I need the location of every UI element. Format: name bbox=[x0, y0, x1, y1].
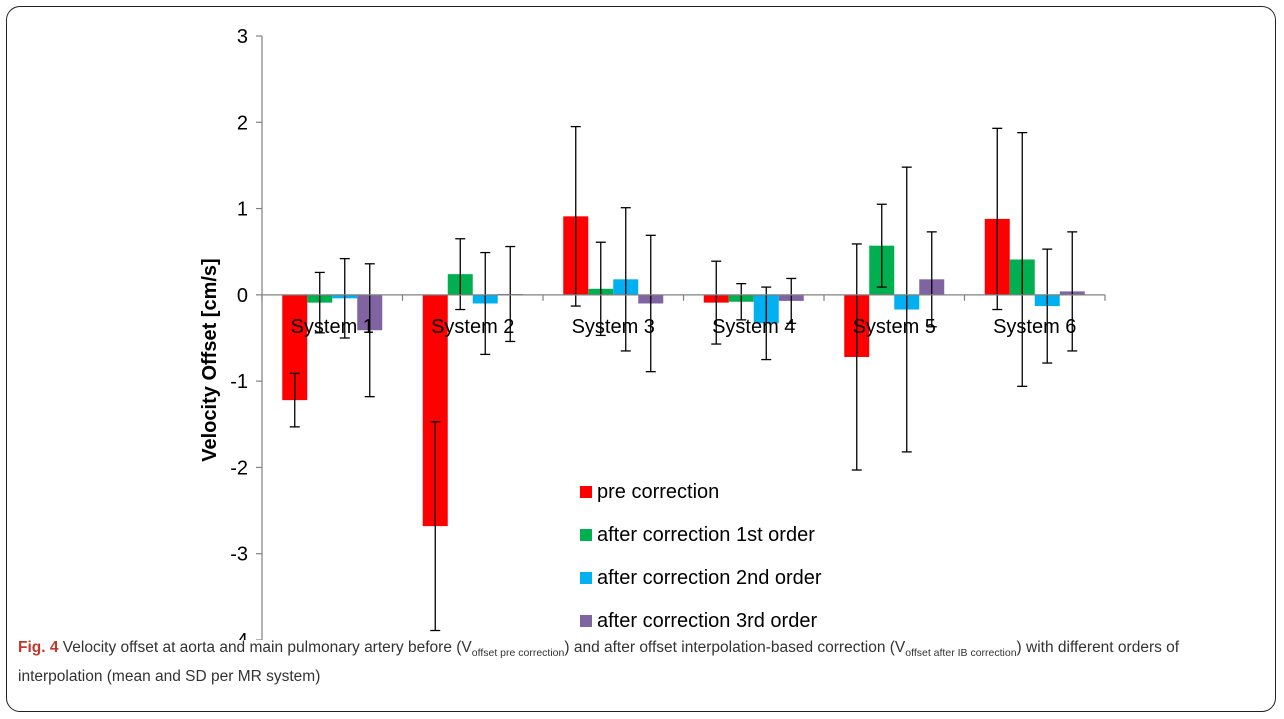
error-bar bbox=[339, 257, 350, 339]
error-bar bbox=[876, 203, 887, 288]
error-bar bbox=[736, 282, 747, 321]
figure-caption: Fig. 4 Velocity offset at aorta and main… bbox=[18, 636, 1263, 688]
y-tick-label: -4 bbox=[230, 630, 248, 640]
error-bar bbox=[455, 238, 466, 311]
error-bars-layer bbox=[289, 125, 1078, 632]
legend-item: pre correction bbox=[580, 481, 719, 503]
y-tick-label: -2 bbox=[230, 457, 248, 479]
error-bar bbox=[711, 260, 722, 345]
x-category-label: System 4 bbox=[712, 316, 795, 338]
legend-item: after correction 2nd order bbox=[580, 567, 822, 589]
error-bar bbox=[364, 263, 375, 398]
caption-text-1: Velocity offset at aorta and main pulmon… bbox=[58, 639, 472, 656]
legend-item: after correction 3rd order bbox=[580, 610, 817, 632]
x-category-label: System 2 bbox=[431, 316, 514, 338]
legend: pre correction after correction 1st order… bbox=[580, 481, 822, 632]
y-tick-label: 3 bbox=[237, 26, 248, 48]
error-bar bbox=[289, 372, 300, 428]
caption-sub-2: offset after IB correction bbox=[905, 647, 1017, 660]
error-bar bbox=[926, 231, 937, 328]
error-bar bbox=[1017, 131, 1028, 387]
error-bar bbox=[992, 127, 1003, 311]
error-bar bbox=[851, 243, 862, 471]
bars-layer bbox=[282, 216, 1085, 527]
legend-label: after correction 2nd order bbox=[597, 567, 822, 589]
error-bar bbox=[314, 271, 325, 334]
x-category-label: System 5 bbox=[853, 316, 936, 338]
error-bar bbox=[645, 234, 656, 373]
y-tick-label: 2 bbox=[237, 112, 248, 134]
legend-swatch bbox=[580, 486, 592, 498]
error-bar bbox=[901, 166, 912, 453]
axis-layer: 3 2 1 0 -1 -2 -3 -4 System 1 System 2 System 3 Syst… bbox=[230, 26, 1106, 640]
error-bar bbox=[761, 286, 772, 361]
bar-chart: 3 2 1 0 -1 -2 -3 -4 System 1 System 2 System 3 Syst… bbox=[199, 26, 1106, 640]
y-tick-label: -1 bbox=[230, 371, 248, 393]
error-bar bbox=[480, 251, 491, 356]
x-category-label: System 6 bbox=[993, 316, 1076, 338]
y-tick-label: -3 bbox=[230, 544, 248, 566]
legend-label: pre correction bbox=[597, 481, 719, 503]
y-tick-label: 1 bbox=[237, 199, 248, 221]
error-bar bbox=[1067, 231, 1078, 352]
error-bar bbox=[570, 125, 581, 307]
x-category-label: System 3 bbox=[572, 316, 655, 338]
figure-frame bbox=[6, 6, 1276, 712]
y-axis-label: Velocity Offset [cm/s] bbox=[199, 258, 221, 461]
legend-label: after correction 1st order bbox=[597, 524, 815, 546]
figure-label: Fig. 4 bbox=[18, 639, 59, 656]
caption-sub-1: offset pre correction bbox=[471, 647, 565, 660]
error-bar bbox=[595, 241, 606, 337]
error-bar bbox=[1042, 248, 1053, 364]
caption-text-3: ) with different orders of interpolation… bbox=[18, 639, 1180, 686]
caption-text-2: ) and after offset interpolation-based c… bbox=[564, 639, 906, 656]
legend-label: after correction 3rd order bbox=[597, 610, 817, 632]
y-tick-label: 0 bbox=[237, 285, 248, 307]
legend-swatch bbox=[580, 572, 592, 584]
legend-swatch bbox=[580, 615, 592, 627]
legend-item: after correction 1st order bbox=[580, 524, 815, 546]
x-category-label: System 1 bbox=[291, 316, 374, 338]
error-bar bbox=[505, 245, 516, 343]
error-bar bbox=[430, 421, 441, 632]
error-bar bbox=[620, 207, 631, 352]
legend-swatch bbox=[580, 529, 592, 541]
error-bar bbox=[786, 277, 797, 324]
